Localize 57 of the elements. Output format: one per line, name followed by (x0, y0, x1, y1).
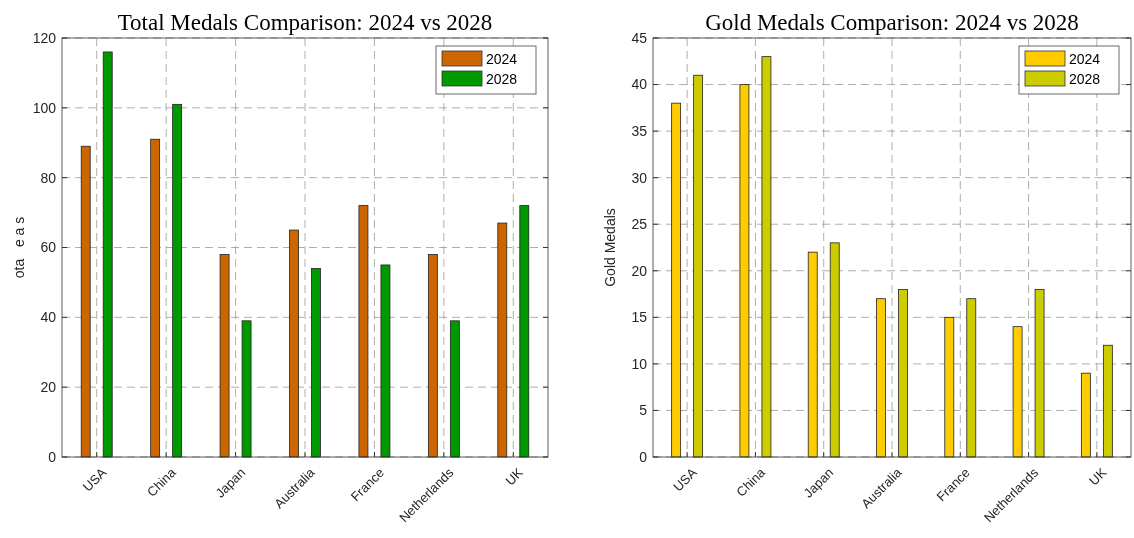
y-tick-label: 35 (631, 123, 648, 140)
y-tick-label: 20 (40, 379, 57, 396)
bar (876, 298, 886, 458)
chart-title: Total Medals Comparison: 2024 vs 2028 (117, 10, 493, 35)
y-tick-label: 0 (639, 448, 648, 465)
bar (172, 103, 183, 458)
bar (80, 145, 91, 458)
bar (380, 264, 391, 458)
bar (829, 242, 840, 458)
bar (1034, 289, 1045, 458)
bar (449, 320, 460, 458)
bar (1102, 344, 1113, 458)
bar (241, 320, 252, 458)
y-tick-label: 30 (631, 169, 648, 186)
bar (807, 251, 818, 458)
x-tick-label: UK (1086, 464, 1110, 489)
y-tick-label: 20 (631, 262, 648, 279)
x-tick-label: UK (502, 464, 527, 489)
bar (693, 74, 704, 458)
legend-label: 2024 (1069, 50, 1101, 67)
chart-title: Gold Medals Comparison: 2024 vs 2028 (705, 10, 1079, 35)
bar (358, 205, 369, 458)
legend-label: 2028 (1069, 70, 1101, 87)
x-tick-label: USA (670, 464, 700, 495)
bar (966, 298, 977, 458)
y-tick-label: 5 (639, 402, 648, 419)
y-tick-label: 60 (40, 239, 57, 256)
y-tick-label: 120 (32, 29, 57, 46)
bar (102, 51, 113, 458)
bar (944, 316, 955, 458)
bar (898, 289, 908, 458)
y-axis-title: ota e a s (11, 216, 27, 279)
y-axis-title: Gold Medals (602, 208, 618, 287)
bar (1012, 326, 1023, 458)
bar (150, 138, 161, 458)
y-tick-label: 80 (40, 169, 57, 186)
bar (1080, 372, 1091, 458)
y-tick-label: 40 (631, 76, 648, 93)
y-tick-label: 40 (40, 309, 57, 326)
x-tick-label: USA (79, 464, 110, 495)
bar (289, 229, 299, 458)
y-tick-label: 15 (631, 309, 648, 326)
bar (739, 84, 750, 458)
bar (427, 254, 438, 458)
bar (311, 268, 321, 458)
legend-label: 2028 (486, 70, 518, 87)
bar (761, 56, 772, 458)
y-tick-label: 25 (631, 216, 648, 233)
y-tick-label: 45 (631, 29, 648, 46)
bar (219, 254, 230, 458)
y-tick-label: 100 (32, 99, 57, 116)
y-tick-label: 0 (48, 448, 57, 465)
bar (519, 205, 530, 458)
bar (497, 222, 508, 458)
legend-label: 2024 (486, 50, 518, 67)
y-tick-label: 10 (631, 355, 648, 372)
bar (671, 102, 682, 458)
